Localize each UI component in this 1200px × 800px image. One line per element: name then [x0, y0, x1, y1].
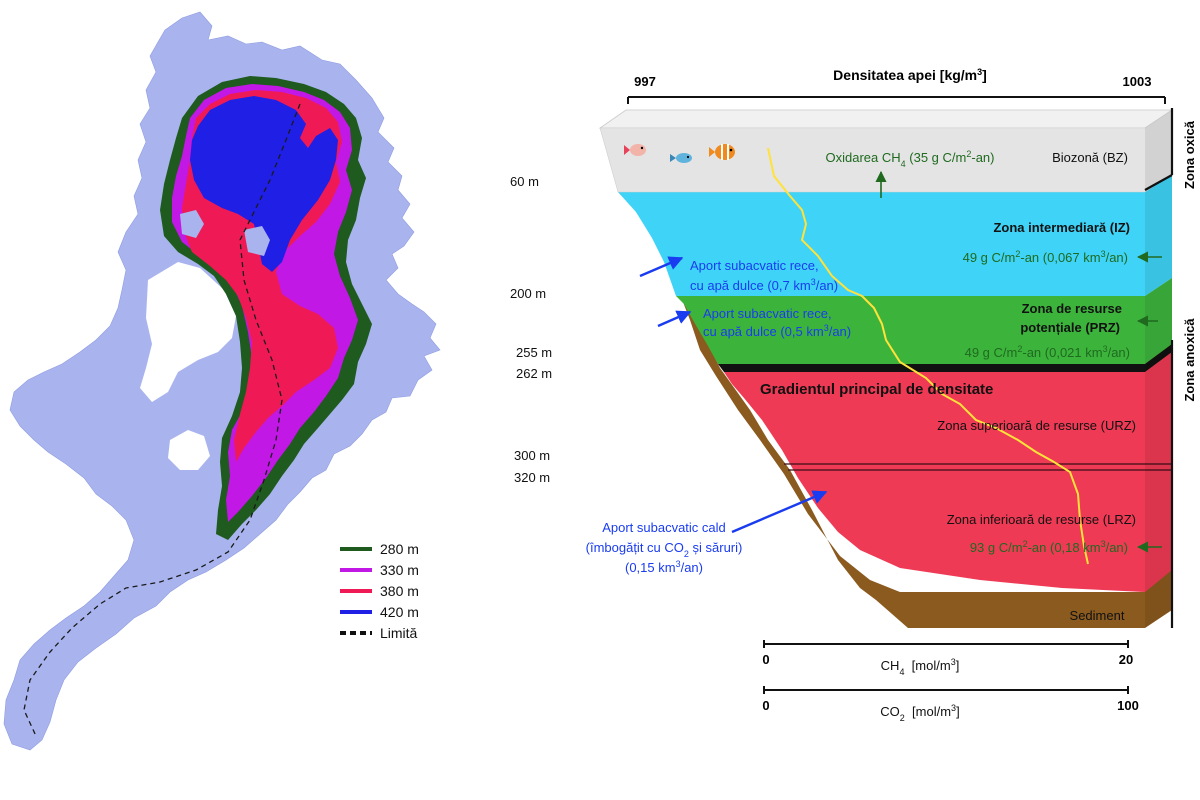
- fish-icon: [709, 144, 735, 160]
- bz-top-face: [598, 109, 1174, 129]
- zone-iz: [618, 174, 1172, 296]
- zone-prz: [676, 278, 1172, 364]
- inflow-cold-1-line2: cu apă dulce (0,7 km3/an): [690, 277, 838, 293]
- water-column: Densitatea apei [kg/m3] 997 1003: [510, 67, 1197, 723]
- co2-min-label: 0: [762, 698, 769, 713]
- legend-label: 380 m: [380, 583, 419, 599]
- depth-label: 262 m: [516, 366, 552, 381]
- zone-iz-label: Zona intermediară (IZ): [993, 220, 1130, 235]
- zone-rz: [724, 352, 1172, 592]
- co2-axis-title: CO2 [mol/m3]: [880, 703, 959, 723]
- inflow-warm-line2: (îmbogățit cu CO2 și săruri): [586, 540, 743, 559]
- ch4-min-label: 0: [762, 652, 769, 667]
- inflow-cold-2-line2: cu apă dulce (0,5 km3/an): [703, 323, 851, 339]
- block-side-face: [1145, 110, 1172, 628]
- lake-island: [244, 226, 270, 256]
- oxidation-label: Oxidarea CH4 (35 g C/m2-an): [826, 149, 995, 169]
- ch4-axis-title: CH4 [mol/m3]: [881, 657, 960, 677]
- lake-map: [3, 11, 441, 751]
- legend-label: 420 m: [380, 604, 419, 620]
- zone-prz-label-2: potențiale (PRZ): [1020, 320, 1120, 335]
- density-max-label: 1003: [1123, 74, 1152, 89]
- map-legend: 280 m 330 m 380 m 420 m Limită: [340, 541, 419, 641]
- legend-label: Limită: [380, 625, 418, 641]
- depth-label: 300 m: [514, 448, 550, 463]
- iz-flux-label: 49 g C/m2-an (0,067 km3/an): [963, 249, 1128, 265]
- density-axis-title: Densitatea apei [kg/m3]: [833, 67, 987, 83]
- profile-line: [767, 147, 1089, 565]
- lake-island: [180, 210, 204, 238]
- oxic-bracket: [1144, 174, 1173, 191]
- inflow-cold-2-line1: Aport subacvatic rece,: [703, 306, 832, 321]
- co2-max-label: 100: [1117, 698, 1139, 713]
- boundary-line: [23, 103, 301, 737]
- lrz-flux-label: 93 g C/m2-an (0,18 km3/an): [970, 539, 1128, 555]
- inflow-cold-1-line1: Aport subacvatic rece,: [690, 258, 819, 273]
- inflow-warm-line1: Aport subacvatic cald: [602, 520, 726, 535]
- zone-prz-label-1: Zona de resurse: [1022, 301, 1122, 316]
- legend-label: 280 m: [380, 541, 419, 557]
- inflow-arrow: [657, 310, 692, 328]
- prz-flux-label: 49 g C/m2-an (0,021 km3/an): [965, 344, 1130, 360]
- fish-icon: [624, 144, 646, 156]
- depth-label: 255 m: [516, 345, 552, 360]
- anoxic-zone-label: Zona anoxică: [1182, 318, 1197, 402]
- inflow-arrow: [639, 256, 684, 278]
- ch4-max-label: 20: [1119, 652, 1133, 667]
- density-min-label: 997: [634, 74, 656, 89]
- oxic-zone-label: Zona oxică: [1182, 120, 1197, 189]
- zone-urz-label: Zona superioară de resurse (URZ): [937, 418, 1136, 433]
- lake-island: [168, 430, 210, 470]
- lake-island: [140, 262, 236, 402]
- inflow-arrow: [731, 490, 828, 534]
- density-gradient-line: [718, 344, 1172, 372]
- depth-label: 60 m: [510, 174, 539, 189]
- fish-icon: [670, 153, 692, 163]
- sediment-label: Sediment: [1070, 608, 1125, 623]
- legend-label: 330 m: [380, 562, 419, 578]
- inflow-warm-line3: (0,15 km3/an): [625, 559, 703, 575]
- zone-lrz-label: Zona inferioară de resurse (LRZ): [947, 512, 1136, 527]
- contour-420: [190, 96, 338, 272]
- depth-label: 200 m: [510, 286, 546, 301]
- zone-bz-label: Biozonă (BZ): [1052, 150, 1128, 165]
- gradient-label: Gradientul principal de densitate: [760, 381, 993, 398]
- depth-label: 320 m: [514, 470, 550, 485]
